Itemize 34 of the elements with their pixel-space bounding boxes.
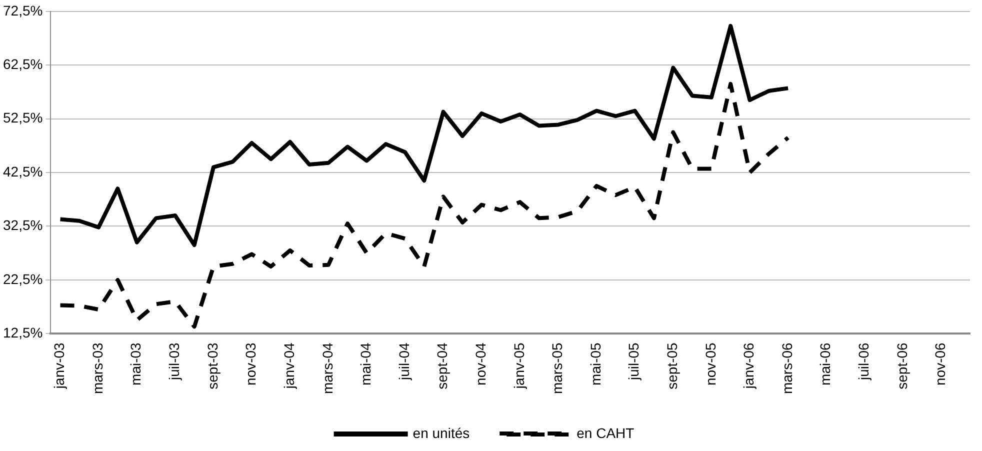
line-series [58,82,790,329]
x-tick-label: juil-05 [626,342,642,382]
x-tick-label: sept-05 [664,342,680,390]
legend-label: en CAHT [576,424,635,441]
x-tick-label: mai-05 [587,342,604,386]
x-tick-label: janv-05 [510,342,527,390]
y-tick-label: 22,5% [2,270,43,287]
x-tick-label: mai-06 [817,342,834,386]
x-tick-label: sept-06 [894,342,910,390]
x-tick-label: juil-04 [396,342,412,382]
y-tick-label: 72,5% [2,2,43,18]
y-tick-label: 32,5% [2,217,43,234]
y-tick-label: 12,5% [2,324,43,341]
x-tick-label: mai-03 [128,342,144,386]
y-tick-label: 62,5% [2,56,43,72]
x-tick-label: janv-03 [51,342,68,390]
x-tick-label: janv-06 [740,342,757,390]
x-tick-label: mars-05 [549,342,566,394]
x-tick-label: mars-06 [778,342,795,394]
x-tick-label: juil-06 [856,342,872,382]
y-tick-label: 52,5% [2,110,43,126]
x-tick-label: nov-03 [242,342,259,386]
y-tick-label: 42,5% [2,163,43,180]
x-tick-label: nov-06 [932,342,948,386]
x-tick-label: mai-04 [358,342,374,386]
x-tick-label: nov-05 [702,342,718,386]
x-tick-label: sept-04 [434,342,450,390]
x-tick-label: juil-03 [166,342,182,382]
x-tick-label: sept-03 [204,342,220,390]
x-tick-label: janv-04 [280,342,297,390]
legend-label: en unités [412,424,470,441]
x-tick-label: nov-04 [472,342,488,386]
x-tick-label: mars-03 [89,342,106,394]
x-tick-label: mars-04 [319,342,336,394]
